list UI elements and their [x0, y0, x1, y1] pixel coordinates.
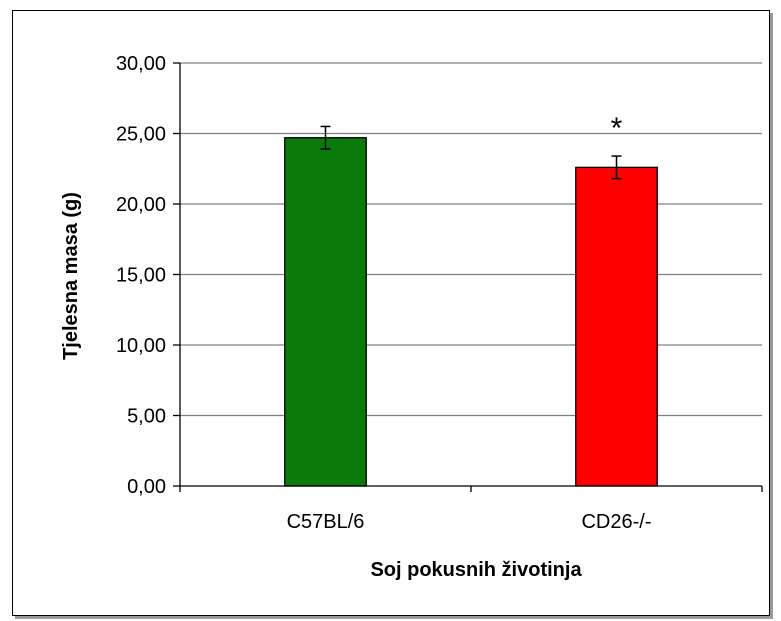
- x-tick-label: C57BL/6: [287, 511, 365, 533]
- x-axis-ticks: C57BL/6 CD26-/-: [179, 486, 763, 533]
- significance-marker: *: [611, 112, 623, 145]
- y-tick-label: 15,00: [116, 265, 166, 287]
- bars: *: [284, 112, 658, 487]
- x-tick-label: CD26-/-: [581, 511, 651, 533]
- x-axis-title: Soj pokusnih životinja: [370, 559, 582, 581]
- bar-c57bl-6: [284, 137, 367, 487]
- y-tick-label: 20,00: [116, 194, 166, 216]
- y-tick-label: 10,00: [116, 335, 166, 357]
- y-axis-ticks: 0,00 5,00 10,00 15,00 20,00 25,00 30,00: [116, 53, 180, 498]
- y-tick-label: 30,00: [116, 53, 166, 75]
- gridlines: [180, 62, 762, 417]
- y-tick-label: 0,00: [127, 476, 166, 498]
- y-tick-label: 25,00: [116, 124, 166, 146]
- y-tick-label: 5,00: [127, 406, 166, 428]
- bar-cd26-: [575, 166, 658, 487]
- y-axis-title: Tjelesna masa (g): [60, 192, 82, 360]
